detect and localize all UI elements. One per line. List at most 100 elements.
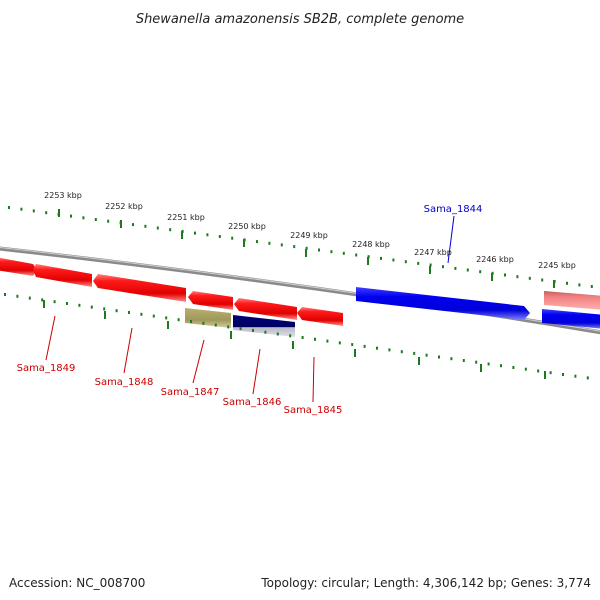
minor-tick — [537, 369, 540, 373]
minor-tick — [578, 283, 581, 287]
gene-label: Sama_1847 — [161, 387, 220, 398]
kbp-label: 2246 kbp — [476, 255, 514, 264]
kbp-label: 2245 kbp — [538, 261, 576, 270]
minor-tick — [156, 226, 159, 230]
kbp-tick — [167, 321, 169, 329]
kbp-tick — [544, 371, 546, 379]
lower-tick-track — [4, 293, 589, 380]
kbp-tick — [418, 357, 420, 365]
minor-tick — [425, 353, 428, 357]
minor-tick — [466, 268, 469, 272]
minor-tick — [305, 246, 308, 250]
kbp-tick — [429, 266, 431, 274]
kbp-label: 2248 kbp — [352, 240, 390, 249]
minor-tick — [512, 366, 515, 369]
minor-tick — [293, 245, 296, 249]
lower-major-ticks — [43, 300, 546, 379]
kbp-label: 2249 kbp — [290, 231, 328, 240]
minor-tick — [218, 235, 221, 238]
minor-tick — [239, 327, 242, 331]
minor-tick — [475, 360, 478, 364]
kbp-tick — [367, 257, 369, 265]
gene-arrow-right-edge — [544, 291, 600, 310]
minor-tick — [264, 330, 267, 334]
kbp-tick — [181, 231, 183, 239]
kbp-tick — [480, 364, 482, 372]
minor-tick — [214, 323, 217, 327]
minor-tick — [165, 316, 168, 320]
callout-line — [45, 315, 56, 361]
minor-tick — [227, 325, 230, 329]
kbp-tick — [292, 341, 294, 349]
kbp-label: 2250 kbp — [228, 222, 266, 231]
callout-line — [252, 348, 261, 395]
gene-label: Sama_1844 — [424, 204, 483, 215]
minor-tick — [268, 241, 271, 245]
gene-arrow — [356, 287, 530, 320]
minor-tick — [326, 339, 329, 343]
minor-tick — [392, 258, 395, 262]
callout-line — [192, 339, 205, 384]
kbp-labels: 2253 kbp 2252 kbp 2251 kbp 2250 kbp 2249… — [44, 191, 576, 270]
kbp-tick — [230, 331, 232, 339]
gene-arrow-left-edge — [0, 257, 37, 276]
gene-block — [185, 308, 231, 328]
gene-arrow — [188, 291, 233, 310]
minor-tick — [94, 218, 97, 221]
minor-tick — [144, 224, 147, 228]
minor-tick — [590, 285, 593, 288]
minor-tick — [45, 211, 48, 215]
kbp-tick — [58, 209, 60, 217]
minor-tick — [177, 318, 180, 322]
minor-tick — [82, 216, 85, 220]
minor-tick — [479, 270, 482, 274]
minor-tick — [404, 260, 407, 264]
minor-tick — [194, 231, 196, 235]
minor-tick — [549, 371, 552, 375]
kbp-label: 2247 kbp — [414, 248, 452, 257]
minor-tick — [524, 367, 527, 371]
minor-tick — [16, 294, 19, 298]
minor-tick — [586, 376, 589, 380]
minor-tick — [4, 293, 6, 296]
minor-tick — [429, 263, 432, 267]
minor-tick — [169, 228, 172, 232]
callout-line — [447, 215, 455, 264]
minor-tick — [41, 298, 44, 302]
minor-tick — [78, 303, 81, 307]
minor-tick — [256, 240, 258, 244]
accession-text: Accession: NC_008700 — [9, 576, 145, 590]
minor-tick — [338, 341, 341, 345]
minor-tick — [504, 273, 506, 277]
minor-tick — [140, 312, 143, 316]
gene-arrow — [33, 264, 92, 287]
minor-tick — [231, 236, 234, 240]
minor-tick — [574, 374, 577, 378]
minor-tick — [388, 348, 391, 352]
minor-tick — [462, 359, 465, 362]
gene-block — [233, 315, 295, 337]
gene-arrow-right-edge — [542, 309, 600, 329]
gene-label: Sama_1849 — [17, 363, 76, 374]
callout-line — [312, 356, 315, 403]
minor-tick — [562, 373, 564, 376]
minor-tick — [206, 233, 209, 237]
kbp-tick — [104, 311, 106, 319]
minor-tick — [107, 219, 110, 223]
minor-tick — [438, 355, 440, 359]
minor-tick — [400, 350, 403, 354]
minor-tick — [380, 256, 382, 260]
minor-tick — [90, 305, 93, 309]
minor-tick — [450, 357, 453, 361]
minor-tick — [355, 253, 358, 257]
minor-tick — [276, 332, 279, 336]
minor-tick — [487, 362, 490, 366]
kbp-label: 2253 kbp — [44, 191, 82, 200]
minor-tick — [367, 255, 370, 259]
kbp-tick — [553, 280, 555, 288]
minor-tick — [20, 207, 23, 211]
minor-tick — [528, 276, 531, 280]
minor-tick — [442, 265, 444, 269]
callout-line — [123, 327, 133, 374]
minor-tick — [454, 266, 457, 270]
